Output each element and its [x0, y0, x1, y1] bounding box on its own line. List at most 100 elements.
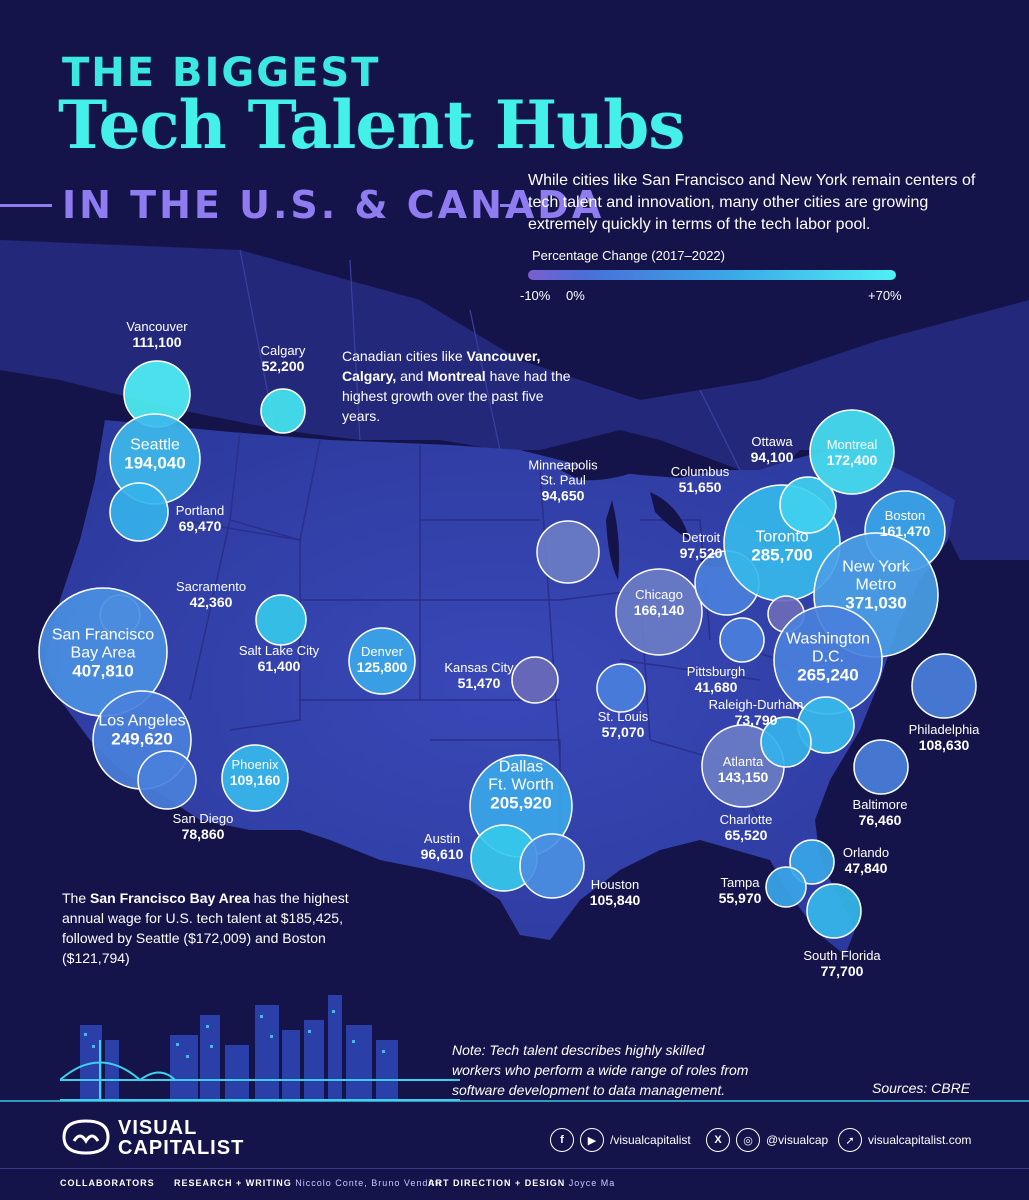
city-name: Toronto: [755, 528, 808, 545]
city-name: Chicago: [635, 587, 683, 602]
city-value: 61,400: [258, 658, 301, 674]
city-bubble-minneapolis-st-paul: [536, 520, 600, 584]
city-value: 69,470: [179, 518, 222, 534]
title-subtitle: IN THE U.S. & CANADA: [62, 183, 605, 227]
city-value: 371,030: [845, 593, 906, 612]
legend-tick-min: -10%: [520, 288, 551, 303]
facebook-icon[interactable]: f: [550, 1128, 574, 1152]
city-bubble-denver: [348, 627, 416, 695]
city-value: 51,470: [458, 675, 501, 691]
title-line1: THE BIGGEST: [62, 50, 381, 96]
social-website[interactable]: ➚ visualcapitalist.com: [838, 1128, 971, 1152]
social-facebook-youtube[interactable]: f ▶ /visualcapitalist: [550, 1128, 691, 1152]
city-bubble-charlotte: [760, 716, 812, 768]
design-label: ART DIRECTION + DESIGN: [428, 1178, 566, 1188]
instagram-icon[interactable]: ◎: [736, 1128, 760, 1152]
city-name: Phoenix: [232, 757, 279, 772]
city-value: 108,630: [919, 737, 970, 753]
city-bubble-calgary: [260, 388, 306, 434]
city-name: Tampa: [720, 875, 760, 890]
city-name: Philadelphia: [909, 722, 981, 737]
city-name: Vancouver: [126, 319, 188, 334]
city-bubble-houston: [519, 833, 585, 899]
city-name: Baltimore: [853, 797, 908, 812]
city-name: Calgary: [261, 343, 306, 358]
city-bubble-san-diego: [137, 750, 197, 810]
city-value: 194,040: [124, 453, 185, 472]
city-value: 265,240: [797, 665, 858, 684]
sf-callout-end: has the highest annual wage for U.S. tec…: [62, 890, 349, 966]
city-name: Kansas City: [444, 660, 514, 675]
city-value: 94,100: [751, 449, 794, 465]
city-bubble-ottawa: [779, 476, 837, 534]
city-value: 249,620: [111, 729, 172, 748]
city-name: Minneapolis: [528, 457, 598, 472]
city-name: Orlando: [843, 845, 889, 860]
research-names: Niccolo Conte, Bruno Venditti: [295, 1178, 442, 1188]
research-label: RESEARCH + WRITING: [174, 1178, 292, 1188]
city-value: 161,470: [880, 523, 931, 539]
city-name: San Diego: [173, 811, 234, 826]
city-value: 205,920: [490, 793, 551, 812]
legend-tick-max: +70%: [868, 288, 902, 303]
research-credit: RESEARCH + WRITING Niccolo Conte, Bruno …: [174, 1178, 441, 1188]
city-name: South Florida: [803, 948, 881, 963]
city-value: 109,160: [230, 772, 281, 788]
city-value: 172,400: [827, 452, 878, 468]
social-handle-visualcap[interactable]: @visualcap: [766, 1133, 829, 1147]
website-link[interactable]: visualcapitalist.com: [868, 1133, 972, 1147]
city-name: Ottawa: [751, 434, 793, 449]
city-name: Charlotte: [720, 812, 773, 827]
city-value: 47,840: [845, 860, 888, 876]
youtube-icon[interactable]: ▶: [580, 1128, 604, 1152]
social-x-instagram[interactable]: X ◎ @visualcap: [706, 1128, 828, 1152]
city-value: 285,700: [751, 545, 812, 564]
canada-callout-end: have had the highest growth over the pas…: [342, 368, 571, 424]
intro-text: While cities like San Francisco and New …: [528, 172, 976, 233]
city-name: Columbus: [671, 464, 730, 479]
canada-callout-text: Canadian cities like: [342, 348, 467, 364]
city-bubble-kansas-city: [511, 656, 559, 704]
city-name: San Francisco: [52, 626, 154, 643]
city-bubble-portland: [109, 482, 169, 542]
city-name: Ft. Worth: [488, 776, 554, 793]
city-value: 78,860: [182, 826, 225, 842]
city-value: 77,700: [821, 963, 864, 979]
city-name: Austin: [424, 831, 460, 846]
city-value: 166,140: [634, 602, 685, 618]
design-names: Joyce Ma: [568, 1178, 616, 1188]
city-bubble-philadelphia: [911, 653, 977, 719]
cursor-icon[interactable]: ➚: [838, 1128, 862, 1152]
x-icon[interactable]: X: [706, 1128, 730, 1152]
city-value: 52,200: [262, 358, 305, 374]
social-handle-visualcapitalist[interactable]: /visualcapitalist: [610, 1133, 691, 1147]
city-value: 105,840: [590, 892, 641, 908]
note-divider: [0, 1100, 1029, 1102]
city-name: Detroit: [682, 530, 721, 545]
canada-callout: Canadian cities like Vancouver, Calgary,…: [342, 346, 572, 426]
